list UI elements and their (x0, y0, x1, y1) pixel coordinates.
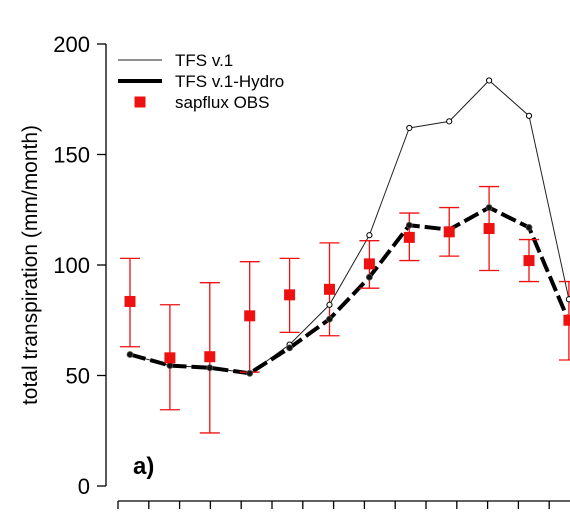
point-sapflux-obs (403, 231, 415, 243)
point-tfs-v1-hydro (485, 204, 493, 211)
y-tick-label: 200 (53, 32, 90, 57)
point-sapflux-obs (164, 352, 176, 364)
point-tfs-v1 (366, 232, 373, 239)
y-tick-label: 0 (78, 474, 90, 499)
point-tfs-v1-hydro (405, 221, 413, 229)
point-tfs-v1 (525, 112, 533, 119)
point-tfs-v1 (326, 301, 333, 308)
point-sapflux-obs (483, 223, 495, 235)
point-sapflux-obs (563, 314, 570, 326)
point-sapflux-obs (284, 289, 296, 301)
point-sapflux-obs (204, 351, 216, 363)
y-tick-label: 150 (53, 143, 90, 168)
y-axis-label: total transpiration (mm/month) (19, 125, 42, 405)
point-tfs-v1-hydro (246, 369, 254, 377)
axes: 0 50 100 150 200 total transpiration (mm/mont… (19, 32, 570, 509)
point-sapflux-obs (443, 226, 455, 238)
legend-label: TFS v.1 (175, 51, 233, 70)
point-tfs-v1-hydro (365, 273, 373, 281)
point-tfs-v1 (406, 124, 413, 132)
point-tfs-v1 (446, 118, 453, 125)
point-tfs-v1 (565, 296, 570, 303)
point-sapflux-obs (324, 283, 335, 295)
series-line-tfs-v1 (129, 79, 570, 374)
legend-swatch-sapflux-obs (134, 96, 146, 108)
point-sapflux-obs (124, 295, 136, 307)
series-line-tfs-v1-hydro (129, 205, 570, 376)
legend: TFS v.1 TFS v.1-Hydro sapflux OBS (118, 51, 284, 112)
point-sapflux-obs (244, 310, 256, 322)
point-tfs-v1-hydro (525, 224, 533, 231)
y-tick-label: 100 (53, 253, 90, 278)
point-tfs-v1-hydro (206, 364, 214, 372)
series-layer (120, 77, 570, 434)
point-tfs-v1 (486, 77, 493, 84)
point-tfs-v1-hydro (166, 362, 174, 369)
y-tick-label: 50 (66, 364, 90, 389)
legend-label: sapflux OBS (175, 93, 270, 112)
point-tfs-v1-hydro (286, 344, 294, 352)
legend-label: TFS v.1-Hydro (175, 72, 284, 91)
point-sapflux-obs (363, 258, 375, 270)
point-sapflux-obs (523, 255, 535, 267)
point-tfs-v1-hydro (126, 351, 134, 358)
point-tfs-v1-hydro (326, 315, 333, 323)
panel-label: a) (133, 453, 154, 480)
